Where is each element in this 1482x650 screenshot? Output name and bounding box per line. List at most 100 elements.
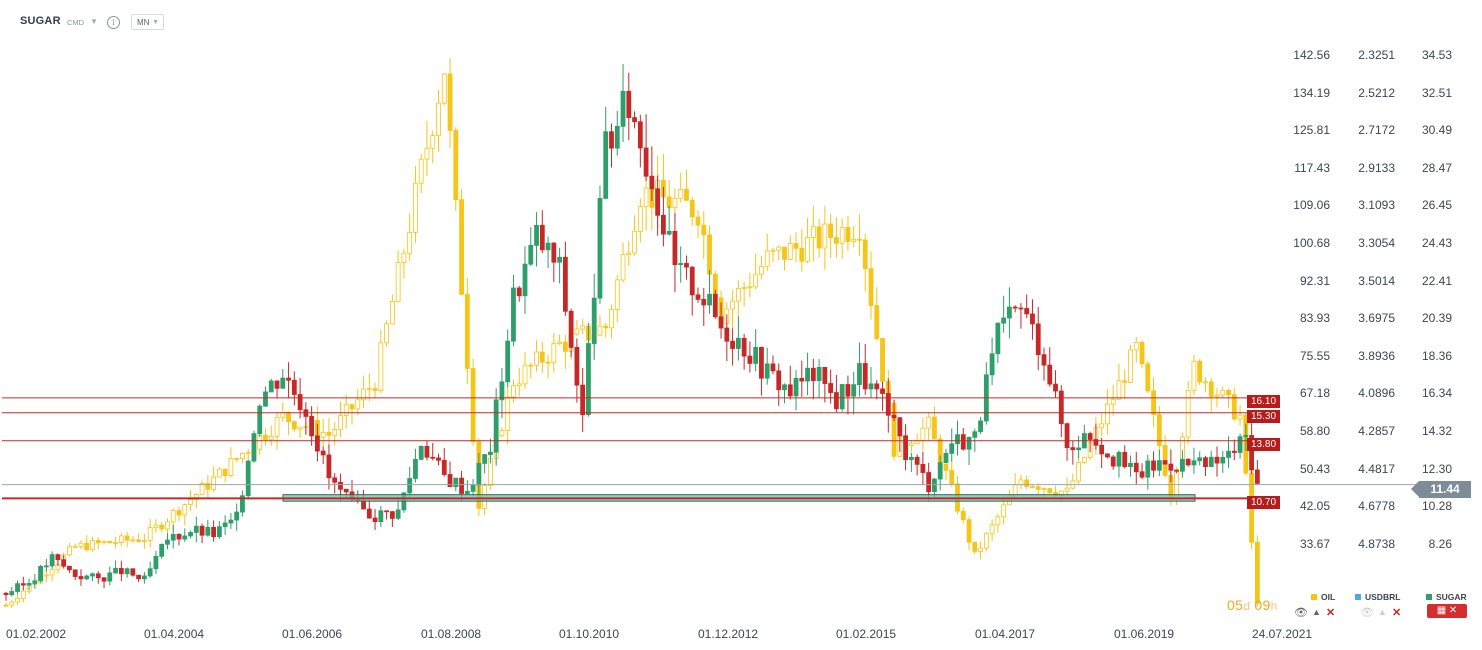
info-icon[interactable]: i	[107, 16, 120, 29]
sugar-candle	[943, 453, 949, 464]
oil-candle	[72, 545, 78, 548]
oil-candle	[15, 597, 20, 603]
oil-remove-icon[interactable]: ✕	[1326, 607, 1336, 619]
sugar-candle	[193, 525, 199, 533]
sugar-candle	[782, 384, 787, 391]
oil-candle	[1254, 541, 1260, 604]
oil-candle	[643, 187, 649, 208]
sugar-candle	[914, 456, 920, 465]
current-price-label: 11.44	[1411, 481, 1471, 498]
oil-candle	[470, 368, 476, 443]
sugar-candle	[891, 414, 897, 419]
oil-candle	[464, 293, 470, 369]
oil-candle	[672, 198, 678, 209]
oil-candle	[828, 223, 834, 238]
sugar-candle	[978, 420, 983, 433]
sugar-candle	[989, 353, 995, 376]
sugar-candle	[1035, 323, 1041, 356]
oil-candle	[868, 268, 874, 307]
symbol-dropdown-icon[interactable]: ▼	[90, 17, 98, 26]
sugar-candle	[413, 458, 418, 479]
oil-tick-label: 33.67	[1299, 536, 1330, 551]
oil-candle	[1105, 403, 1110, 425]
oil-candle	[9, 601, 15, 606]
oil-candle	[614, 279, 620, 311]
sugar-candle-icon[interactable]: ▦	[1436, 605, 1447, 616]
sugar-candle	[1070, 447, 1076, 451]
sugar-candle	[84, 575, 90, 580]
oil-candle	[170, 510, 176, 523]
sugar-candle	[874, 383, 880, 390]
sugar-candle	[1128, 462, 1133, 467]
oil-candle	[389, 300, 395, 325]
sugar-candle	[932, 478, 937, 493]
sugar-candle	[810, 367, 816, 382]
sugar-candle	[684, 263, 689, 268]
oil-candle	[522, 364, 528, 385]
oil-candle	[447, 73, 453, 131]
sugar-tick-label: 24.43	[1421, 236, 1452, 250]
sugar-candle	[182, 535, 188, 540]
sugar-tick-label: 14.32	[1421, 424, 1452, 438]
sugar-candle	[926, 472, 932, 493]
oil-tick-label: 134.19	[1293, 85, 1330, 100]
sugar-candle	[1041, 354, 1047, 366]
oil-candle	[735, 287, 741, 302]
oil-candle	[1030, 486, 1035, 488]
oil-order-arrows-icon[interactable]: ▲	[1312, 607, 1321, 617]
sugar-candle	[1249, 435, 1254, 471]
oil-candle	[557, 341, 562, 344]
sugar-candle	[937, 462, 943, 480]
oil-candle	[338, 415, 343, 430]
oil-candle	[1185, 389, 1191, 438]
sugar-remove-icon[interactable]: ✕	[1448, 605, 1458, 616]
sugar-candle	[55, 554, 61, 561]
sugar-candle	[672, 230, 678, 266]
sugar-candle	[338, 481, 343, 490]
oil-candle	[67, 546, 72, 556]
level-label-16-10: 16.10	[1247, 395, 1280, 408]
time-tick-label: 01.08.2008	[421, 627, 482, 641]
oil-tick-label: 42.05	[1299, 499, 1330, 514]
sugar-candle	[286, 377, 291, 381]
oil-tick-label: 92.31	[1299, 273, 1330, 288]
sugar-candle	[851, 384, 857, 397]
legend-sugar[interactable]: SUGAR	[1426, 592, 1467, 602]
sugar-series-controls[interactable]: ▦ ✕	[1427, 604, 1467, 618]
oil-visibility-eye-icon[interactable]: 👁	[1294, 607, 1308, 619]
legend-oil[interactable]: OIL	[1311, 592, 1335, 602]
sugar-candle	[966, 436, 972, 450]
oil-candle	[291, 421, 297, 430]
sugar-candle	[251, 433, 257, 462]
sugar-candle	[407, 478, 413, 494]
legend-usdbrl[interactable]: USDBRL	[1355, 592, 1400, 602]
oil-candle	[983, 533, 989, 549]
oil-candle	[136, 539, 142, 542]
sugar-candle	[776, 370, 782, 391]
symbol-name[interactable]: SUGAR	[20, 15, 61, 27]
sugar-candle	[136, 574, 142, 580]
usdbrl-remove-icon[interactable]: ✕	[1392, 607, 1402, 619]
oil-tick-label: 109.06	[1293, 198, 1330, 213]
sugar-candle	[78, 576, 84, 580]
usdbrl-tick-label: 3.3054	[1358, 236, 1395, 250]
oil-candle	[165, 521, 170, 530]
oil-candle	[188, 499, 193, 505]
oil-candle	[407, 232, 413, 254]
candle-timer: 05d 09h	[1227, 597, 1278, 613]
sugar-candle	[707, 293, 712, 306]
oil-candle	[978, 547, 983, 552]
usdbrl-order-arrows-icon[interactable]: ▲	[1378, 607, 1387, 617]
sugar-candle	[666, 230, 672, 235]
sugar-candle	[562, 256, 568, 312]
sugar-candle	[165, 539, 170, 545]
sugar-candle	[378, 510, 384, 523]
oil-candle	[343, 404, 349, 417]
timeframe-select[interactable]: MN ▼	[131, 14, 164, 30]
sugar-candle	[1018, 307, 1024, 310]
usdbrl-visibility-eye-icon[interactable]: 👁	[1360, 607, 1374, 619]
oil-tick-label: 67.18	[1299, 386, 1330, 401]
sugar-candle	[1076, 447, 1081, 451]
oil-series	[3, 58, 1260, 608]
